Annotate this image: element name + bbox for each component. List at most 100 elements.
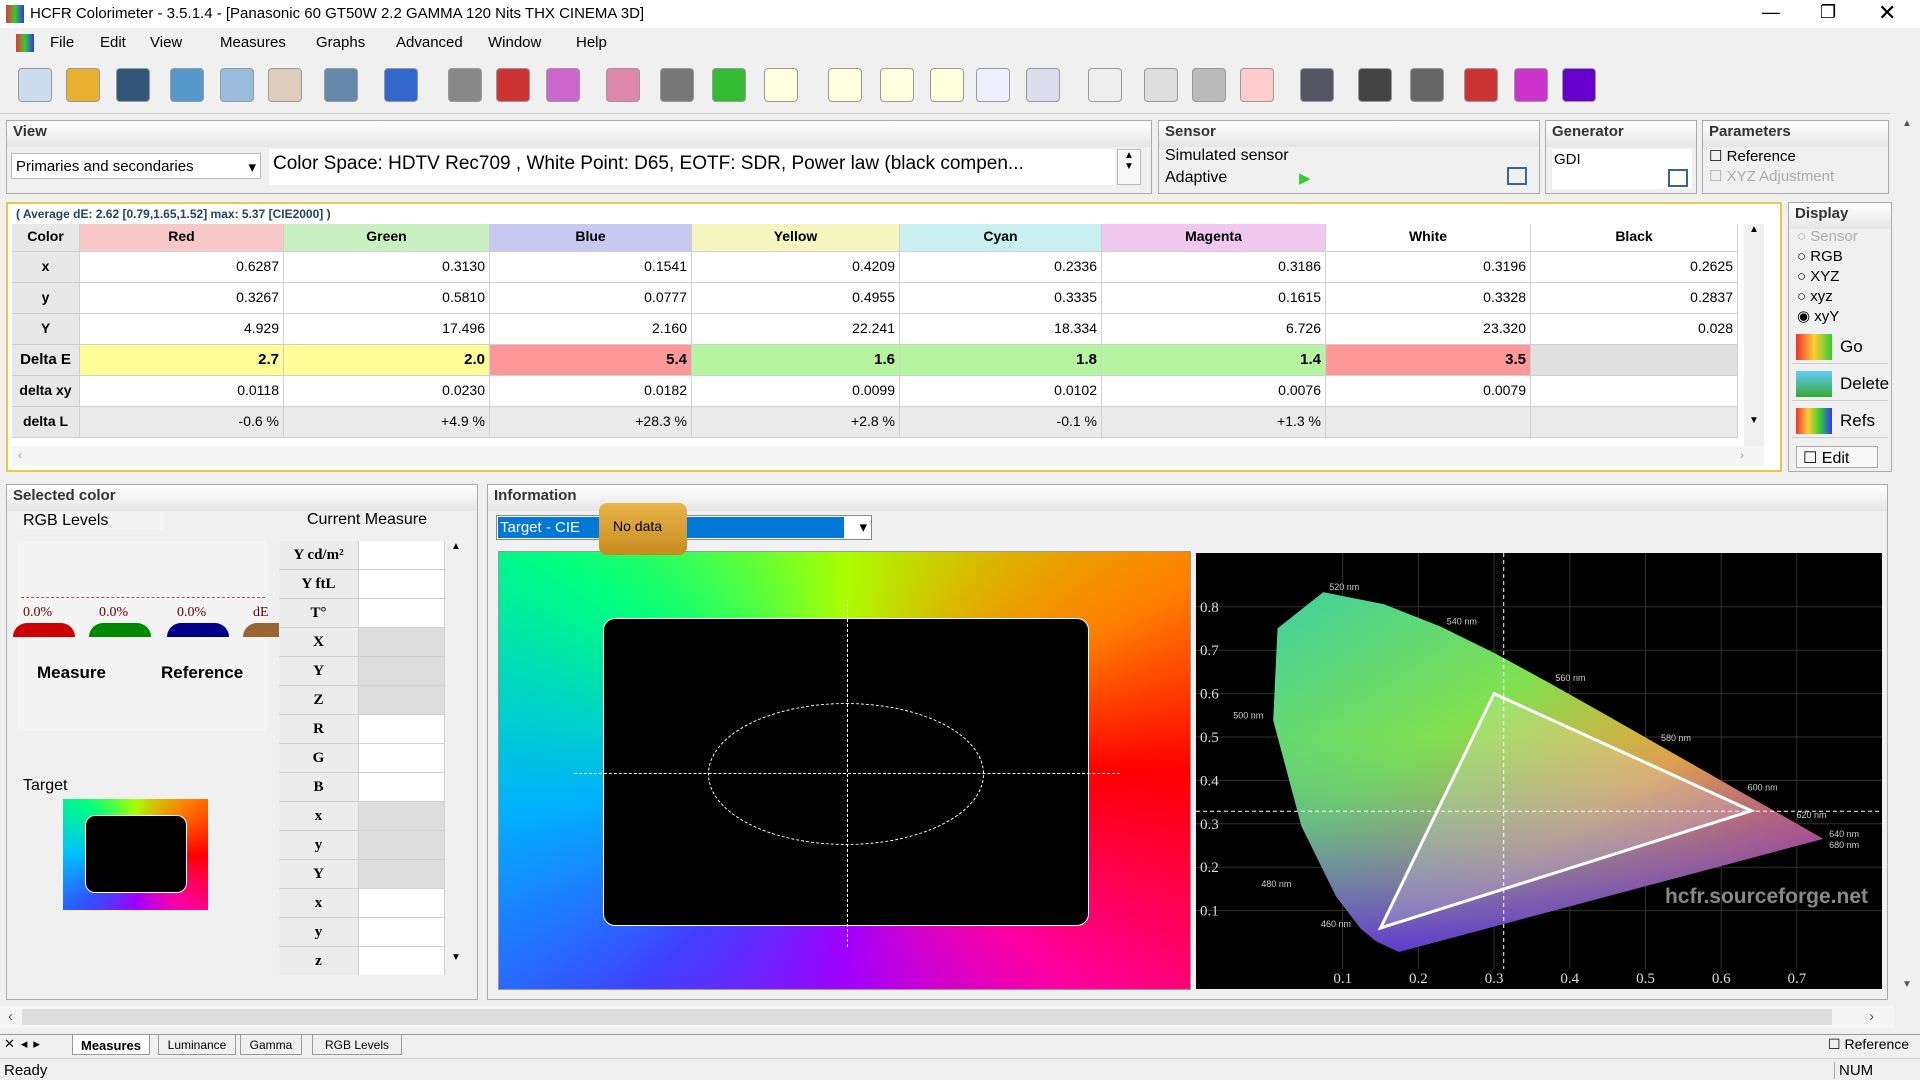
selected-color-panel: Selected color RGB Levels 0.0% 0.0% 0.0% dE…	[6, 484, 478, 1000]
toolbar-button[interactable]	[1026, 68, 1060, 102]
toolbar-button[interactable]	[384, 68, 418, 102]
view-dropdown[interactable]: Primaries and secondaries ▾	[11, 153, 261, 179]
table-cell: 0.0102	[900, 376, 1102, 407]
toolbar-button[interactable]	[66, 68, 100, 102]
menu-item[interactable]: Advanced	[396, 34, 463, 51]
toolbar-button[interactable]	[546, 68, 580, 102]
row-label: delta xy	[12, 376, 80, 407]
toolbar-button[interactable]	[1358, 68, 1392, 102]
table-cell: 0.3186	[1102, 252, 1326, 283]
toolbar-button[interactable]	[18, 68, 52, 102]
radio[interactable]: ○ Sensor	[1797, 228, 1858, 245]
button-icon	[1796, 334, 1832, 360]
display-options: ○ Sensor ○ RGB ○ XYZ ○ xyz ◉ xyY	[1797, 227, 1858, 327]
checkbox[interactable]: ☐ Reference	[1709, 148, 1796, 165]
menu-item[interactable]: File	[50, 34, 75, 51]
radio[interactable]: ○ XYZ	[1797, 268, 1840, 285]
menu-item[interactable]: View	[150, 34, 183, 51]
wavelength-label: 480 nm	[1261, 879, 1291, 889]
toolbar-button[interactable]	[116, 68, 150, 102]
toolbar-button[interactable]	[1410, 68, 1444, 102]
action-button[interactable]: Go	[1792, 330, 1888, 364]
radio[interactable]: ◉ xyY	[1797, 308, 1840, 325]
toolbar-button[interactable]	[1240, 68, 1274, 102]
wavelength-label: 460 nm	[1321, 919, 1351, 929]
toolbar-button[interactable]	[1144, 68, 1178, 102]
button-icon	[1796, 408, 1832, 434]
radio[interactable]: ○ RGB	[1797, 248, 1843, 265]
toolbar-button[interactable]	[930, 68, 964, 102]
toolbar-button[interactable]	[268, 68, 302, 102]
level-label: 0.0%	[99, 605, 129, 620]
row-label: y	[12, 283, 80, 314]
v-scrollbar[interactable]: ▲ ▼	[1744, 224, 1764, 446]
dashed-line	[21, 597, 265, 598]
close[interactable]: ✕	[1878, 0, 1897, 25]
toolbar-button[interactable]	[1514, 68, 1548, 102]
field-value	[359, 686, 445, 715]
minimize[interactable]: —	[1762, 2, 1780, 22]
checkbox[interactable]: ☐ XYZ Adjustment	[1709, 168, 1835, 185]
menu-item[interactable]: Help	[576, 34, 607, 51]
table-cell: 0.4209	[692, 252, 900, 283]
toolbar-button[interactable]	[220, 68, 254, 102]
toolbar-button[interactable]	[976, 68, 1010, 102]
table-cell: 1.4	[1102, 345, 1326, 376]
toolbar	[0, 58, 1890, 114]
column-header: Green	[284, 224, 490, 252]
table-cell: 2.160	[490, 314, 692, 345]
toolbar-button[interactable]	[448, 68, 482, 102]
tab[interactable]: Measures	[72, 1035, 150, 1055]
toolbar-button[interactable]	[1192, 68, 1226, 102]
action-button[interactable]: Refs	[1792, 404, 1888, 438]
v-scrollbar[interactable]: ▲ ▼	[445, 541, 467, 975]
menu-item[interactable]: Measures	[220, 34, 286, 51]
toolbar-button[interactable]	[712, 68, 746, 102]
column-header: Black	[1531, 224, 1738, 252]
tooltip: No data	[599, 503, 687, 555]
toolbar-button[interactable]	[170, 68, 204, 102]
toolbar-button[interactable]	[660, 68, 694, 102]
edit-checkbox[interactable]: ☐ Edit	[1796, 446, 1878, 468]
config-icon[interactable]	[1507, 167, 1527, 185]
action-button[interactable]: Delete	[1792, 367, 1889, 401]
config-icon[interactable]	[1668, 169, 1688, 187]
y-tick-label: 0.7	[1200, 643, 1219, 659]
tab-nav[interactable]: ✕◂▸	[4, 1036, 46, 1051]
menu-item[interactable]: Graphs	[316, 34, 366, 51]
tab[interactable]: Luminance	[158, 1035, 236, 1055]
v-scrollbar[interactable]: ▲ ▼	[1896, 118, 1918, 1004]
toolbar-button[interactable]	[496, 68, 530, 102]
toolbar-button[interactable]	[1300, 68, 1334, 102]
wavelength-label: 500 nm	[1233, 710, 1263, 720]
radio[interactable]: ○ xyz	[1797, 288, 1833, 305]
watermark: hcfr.sourceforge.net	[1665, 885, 1868, 908]
table-cell: 23.320	[1326, 314, 1531, 345]
wavelength-label: 640 nm	[1829, 829, 1859, 839]
toolbar-button[interactable]	[606, 68, 640, 102]
table-cell: 0.0076	[1102, 376, 1326, 407]
h-scrollbar[interactable]: ‹ ›	[12, 446, 1764, 466]
menu-item[interactable]: Edit	[100, 34, 126, 51]
tab[interactable]: Gamma	[240, 1035, 302, 1055]
toolbar-button[interactable]	[1088, 68, 1122, 102]
toolbar-button[interactable]	[764, 68, 798, 102]
table-cell: 0.0777	[490, 283, 692, 314]
menu-item[interactable]: Window	[488, 34, 542, 51]
toolbar-button[interactable]	[828, 68, 862, 102]
row-label: Delta E	[12, 345, 80, 376]
toolbar-button[interactable]	[1464, 68, 1498, 102]
toolbar-button[interactable]	[324, 68, 358, 102]
toolbar-button[interactable]	[880, 68, 914, 102]
tab[interactable]: RGB Levels	[312, 1035, 402, 1055]
table-cell: 4.929	[80, 314, 284, 345]
spin-button[interactable]: ▲ ▼	[1117, 149, 1141, 185]
table-cell: 0.1541	[490, 252, 692, 283]
column-header: Color	[12, 224, 80, 252]
reference-checkbox[interactable]: ☐ Reference	[1828, 1036, 1910, 1052]
tab-bar: ✕◂▸ Measures Luminance Gamma RGB Levels	[0, 1034, 1920, 1056]
toolbar-button[interactable]	[1562, 68, 1596, 102]
play-icon[interactable]: ▶	[1299, 170, 1311, 187]
maximize[interactable]: ❐	[1820, 2, 1837, 22]
h-scrollbar[interactable]: ‹ ›	[0, 1006, 1894, 1028]
